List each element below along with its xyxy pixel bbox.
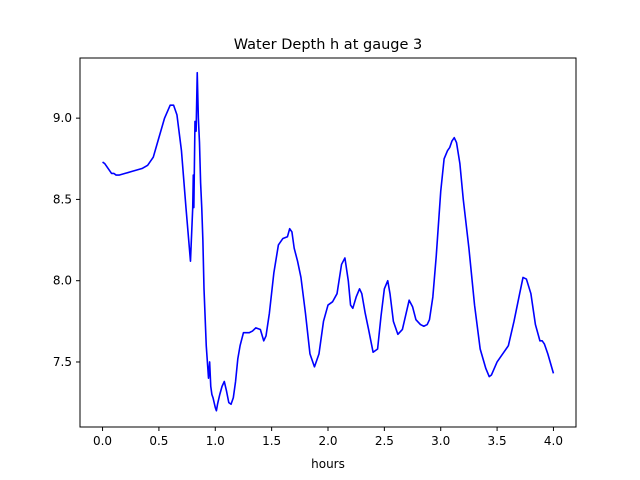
y-tick-label: 9.0 [53, 111, 72, 125]
x-tick-label: 1.5 [262, 434, 281, 448]
x-tick-label: 2.5 [375, 434, 394, 448]
x-tick-label: 3.0 [431, 434, 450, 448]
chart-title: Water Depth h at gauge 3 [234, 37, 422, 53]
y-tick-label: 8.0 [53, 274, 72, 288]
x-tick-label: 1.0 [206, 434, 225, 448]
x-tick-label: 2.0 [318, 434, 337, 448]
x-tick-label: 4.0 [544, 434, 563, 448]
x-axis-ticks: 0.0 0.5 1.0 1.5 2.0 2.5 3.0 3.5 4.0 [93, 427, 563, 448]
y-tick-label: 8.5 [53, 192, 72, 206]
plot-area: 0.0 0.5 1.0 1.5 2.0 2.5 3.0 3.5 4.0 7.5 8.0 8.5 9.0 [53, 57, 577, 448]
x-tick-label: 0.0 [93, 434, 112, 448]
y-tick-label: 7.5 [53, 355, 72, 369]
series-line [102, 71, 555, 412]
y-axis-ticks: 7.5 8.0 8.5 9.0 [53, 111, 80, 369]
x-tick-label: 0.5 [149, 434, 168, 448]
x-tick-label: 3.5 [488, 434, 507, 448]
series-layer [102, 71, 555, 412]
x-axis-label: hours [311, 457, 345, 471]
